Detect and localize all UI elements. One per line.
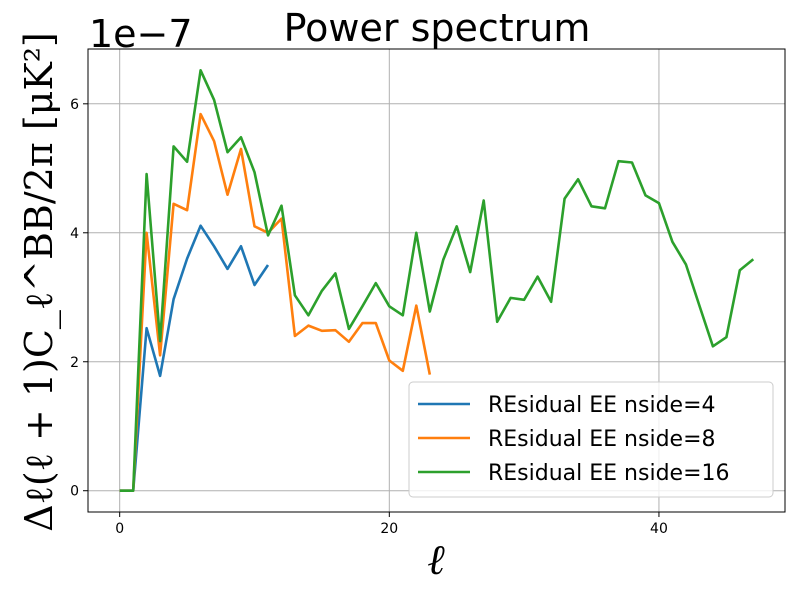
legend-frame [408,381,774,498]
legend-label-2: REsidual EE nside=8 [488,427,716,452]
x-axis-label: ℓ [427,535,445,584]
series-line-3 [119,69,755,493]
y-axis-label: Δℓ(ℓ + 1)C_ℓ^BB/2π [μK²] [17,32,62,532]
x-tick-label: 40 [650,521,668,537]
series-line-1 [119,224,270,493]
y-tick-label: 2 [70,355,79,371]
series-line-2 [119,112,432,493]
y-tick-label: 6 [70,97,79,113]
legend: REsidual EE nside=4 REsidual EE nside=8 RE… [408,381,774,498]
plot-frame [87,48,786,513]
y-tick-label: 4 [70,226,79,242]
legend-label-1: REsidual EE nside=4 [488,393,716,418]
x-tick-label: 0 [115,521,124,537]
tick-layer: 0 20 40 0 2 4 6 [70,97,668,537]
legend-label-3: REsidual EE nside=16 [488,461,730,486]
series-layer [119,69,755,493]
y-tick-label: 0 [70,484,79,500]
x-tick-label: 20 [380,521,398,537]
chart-title: Power spectrum [284,6,591,50]
